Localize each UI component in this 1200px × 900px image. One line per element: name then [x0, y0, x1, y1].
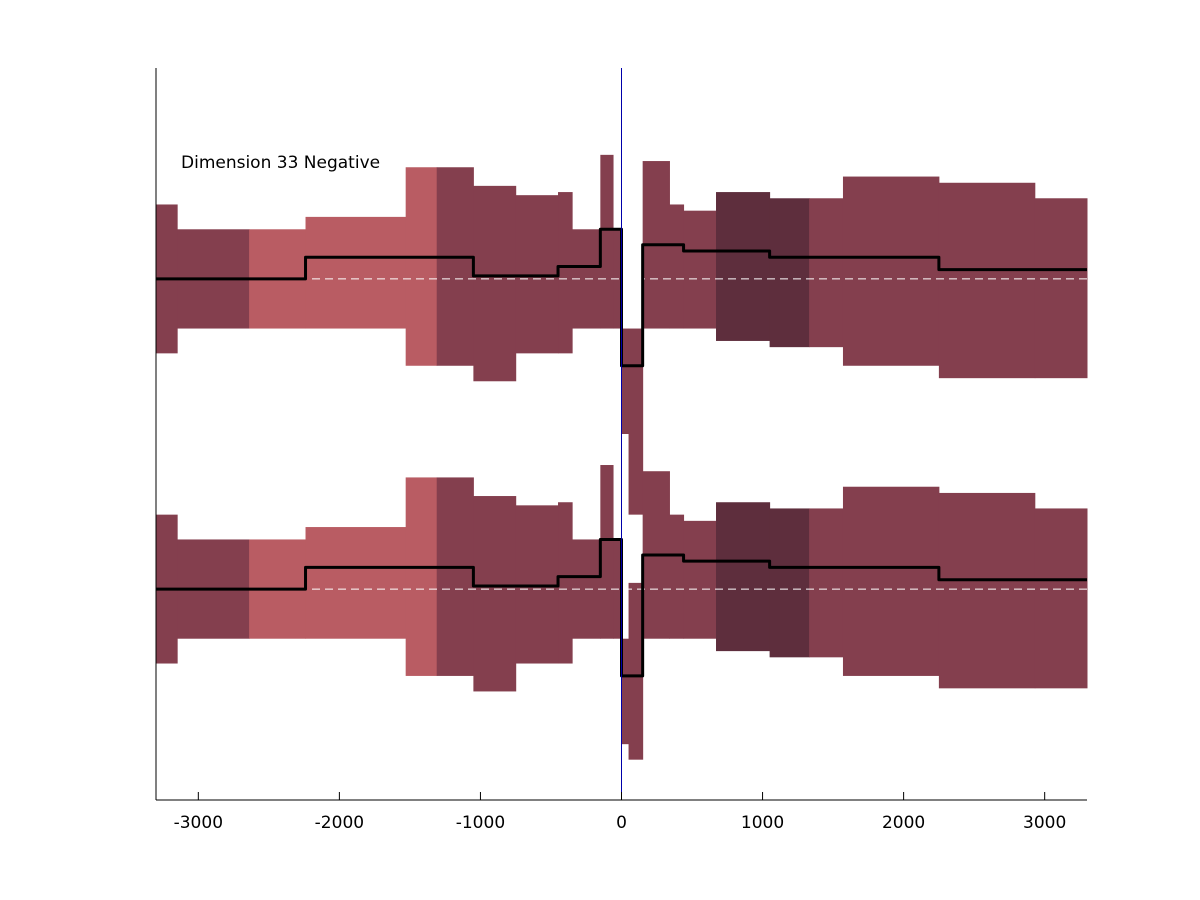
x-tick-label-3: 0 — [616, 813, 627, 833]
band-segment-1-21 — [938, 492, 1036, 689]
band-segment-1-12 — [621, 638, 630, 745]
band-segment-0-20 — [842, 176, 940, 366]
band-segment-1-18 — [769, 508, 810, 658]
band-segment-0-3 — [305, 216, 407, 329]
band-segment-1-5 — [436, 477, 474, 676]
band-segment-0-4 — [405, 167, 438, 366]
x-tick-label-2: -1000 — [456, 813, 505, 833]
band-segment-1-15 — [669, 514, 685, 639]
band-segment-0-19 — [809, 198, 844, 348]
band-segment-1-8 — [558, 502, 573, 664]
x-tick-label-1: -2000 — [315, 813, 364, 833]
band-segment-1-22 — [1034, 508, 1088, 689]
band-segment-0-15 — [669, 204, 685, 329]
band-segment-1-13 — [628, 582, 644, 760]
band-segment-0-17 — [716, 192, 771, 341]
band-segment-1-6 — [473, 496, 517, 692]
band-segment-1-4 — [405, 477, 438, 676]
plot-area — [156, 68, 1088, 800]
chart-annotation: Dimension 33 Negative — [181, 153, 380, 173]
band-segment-0-5 — [436, 167, 474, 366]
band-segment-0-8 — [558, 192, 573, 354]
band-segment-1-17 — [716, 502, 771, 652]
band-segment-0-18 — [769, 198, 810, 348]
x-tick-label-4: 1000 — [741, 813, 784, 833]
band-segment-1-16 — [683, 520, 717, 639]
band-segment-1-3 — [305, 527, 407, 639]
band-segment-0-22 — [1034, 198, 1088, 379]
band-segment-1-19 — [809, 508, 844, 658]
band-segment-0-7 — [515, 195, 559, 354]
band-segment-1-10 — [600, 465, 614, 639]
band-segment-0-13 — [628, 328, 644, 515]
band-segment-0-6 — [473, 185, 517, 382]
band-segment-1-7 — [515, 505, 559, 664]
x-tick-label-0: -3000 — [174, 813, 223, 833]
band-segment-1-20 — [842, 486, 940, 676]
x-tick-label-5: 2000 — [882, 813, 925, 833]
band-segment-0-21 — [938, 182, 1036, 379]
band-segment-0-16 — [683, 210, 717, 329]
axes: -3000 -2000 -1000 0 1000 2000 3000 — [155, 68, 1087, 833]
band-segment-0-10 — [600, 154, 614, 329]
x-tick-label-6: 3000 — [1023, 813, 1066, 833]
band-segment-0-12 — [621, 328, 630, 434]
